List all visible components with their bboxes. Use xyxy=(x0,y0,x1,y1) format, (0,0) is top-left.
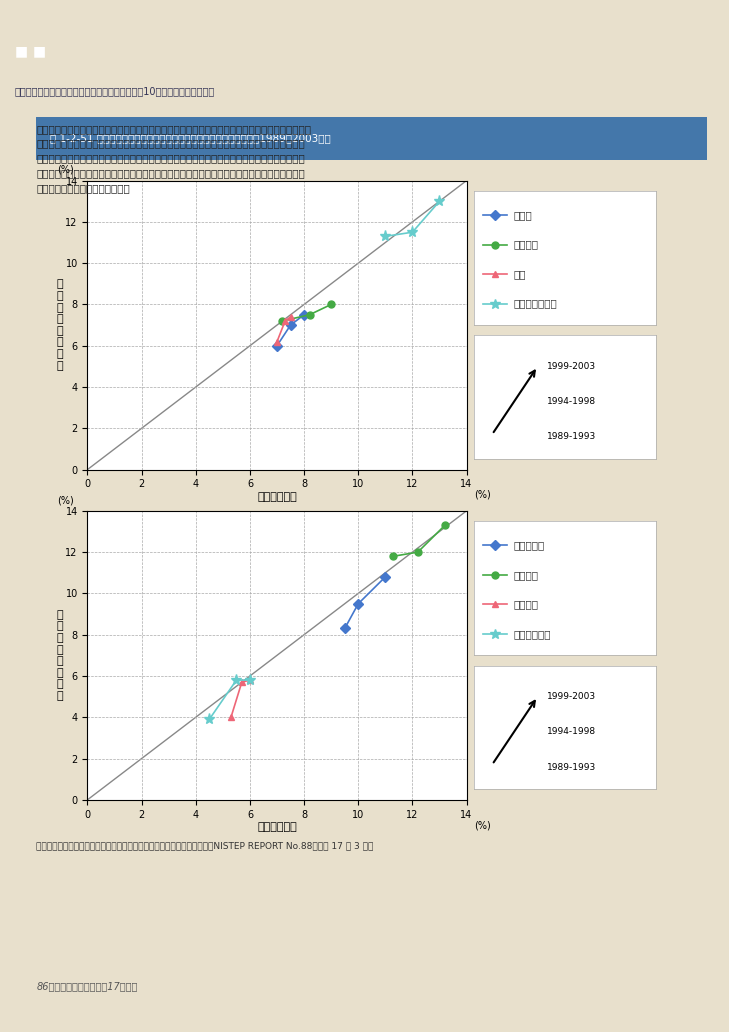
Text: ライフ: ライフ xyxy=(514,211,533,220)
Text: 1994-1998: 1994-1998 xyxy=(547,396,596,406)
Text: ■ ■: ■ ■ xyxy=(15,44,46,59)
Text: 86　科学技術白書（平成17年版）: 86 科学技術白書（平成17年版） xyxy=(36,980,138,991)
Text: 1999-2003: 1999-2003 xyxy=(547,692,596,701)
Text: (%): (%) xyxy=(57,165,74,174)
Text: フロンティア: フロンティア xyxy=(514,628,551,639)
Text: 環境: 環境 xyxy=(514,269,526,279)
Text: 情報通信: 情報通信 xyxy=(514,239,539,250)
Text: 1994-1998: 1994-1998 xyxy=(547,727,596,736)
Text: ナノテク・材料: ナノテク・材料 xyxy=(514,298,558,309)
Text: 製造技術: 製造技術 xyxy=(514,570,539,580)
Text: (%): (%) xyxy=(474,490,491,499)
Text: 第１部　我が国の科学技術の力－科学技術基本法10年とこれからの日本－: 第１部 我が国の科学技術の力－科学技術基本法10年とこれからの日本－ xyxy=(15,87,215,96)
Text: (%): (%) xyxy=(474,820,491,830)
Text: 第 1-2-51 図　分野ごとの日本の論文数、被引用回数占有率の推移（1989～2003年）: 第 1-2-51 図 分野ごとの日本の論文数、被引用回数占有率の推移（1989～… xyxy=(50,133,331,143)
Text: エネルギー: エネルギー xyxy=(514,541,545,550)
Y-axis label: 被
引
用
回
数
占
有
率: 被 引 用 回 数 占 有 率 xyxy=(57,610,63,701)
Y-axis label: 被
引
用
回
数
占
有
率: 被 引 用 回 数 占 有 率 xyxy=(57,280,63,370)
Text: 1989-1993: 1989-1993 xyxy=(547,763,596,772)
X-axis label: 論文数占有率: 論文数占有率 xyxy=(257,492,297,502)
Text: 資料：科学技術政策研究所「基本計画の達成効果の評価のための調査」（NISTEP REPORT No.88、平成 17 年 3 月）: 資料：科学技術政策研究所「基本計画の達成効果の評価のための調査」（NISTEP … xyxy=(36,841,374,850)
Text: また、相対被引用指標で見ると、科学技術政策研究所の報告によれば、近年の米国特許登録件数
における我が国の占有率は、分野により増減の傾向が異なるが、ナノテクノロジ: また、相対被引用指標で見ると、科学技術政策研究所の報告によれば、近年の米国特許登… xyxy=(36,124,311,193)
Text: 社会基盤: 社会基盤 xyxy=(514,600,539,609)
X-axis label: 論文数占有率: 論文数占有率 xyxy=(257,823,297,832)
Text: 1999-2003: 1999-2003 xyxy=(547,362,596,370)
Text: 1989-1993: 1989-1993 xyxy=(547,432,596,442)
Text: (%): (%) xyxy=(57,495,74,505)
